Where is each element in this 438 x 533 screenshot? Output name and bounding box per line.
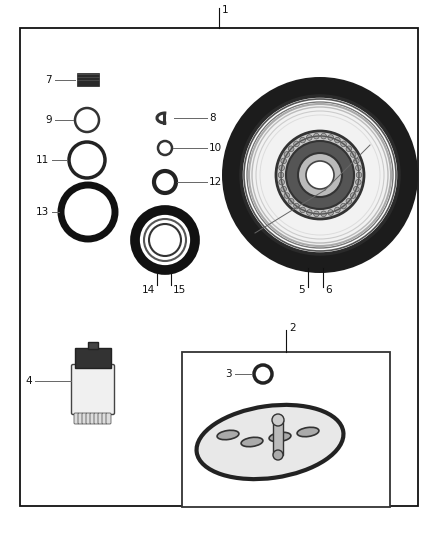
Text: 4: 4 [25, 376, 32, 386]
Circle shape [335, 138, 340, 143]
FancyBboxPatch shape [71, 365, 114, 415]
Circle shape [306, 161, 334, 189]
Bar [75, 348, 111, 368]
Ellipse shape [197, 405, 343, 479]
Text: 15: 15 [173, 285, 186, 295]
FancyBboxPatch shape [78, 413, 83, 424]
Circle shape [350, 152, 356, 157]
Circle shape [341, 141, 346, 147]
FancyBboxPatch shape [86, 413, 91, 424]
Ellipse shape [217, 430, 239, 440]
Circle shape [353, 158, 359, 164]
Circle shape [298, 153, 342, 197]
Text: 6: 6 [325, 285, 332, 295]
Circle shape [294, 141, 299, 147]
Text: 8: 8 [209, 113, 215, 123]
Circle shape [350, 193, 356, 198]
FancyBboxPatch shape [102, 413, 107, 424]
FancyBboxPatch shape [74, 413, 79, 424]
Text: 12: 12 [209, 177, 222, 187]
Circle shape [276, 131, 364, 219]
Text: 14: 14 [142, 285, 155, 295]
Circle shape [294, 203, 299, 209]
Circle shape [242, 97, 398, 253]
Text: 13: 13 [36, 207, 49, 217]
FancyBboxPatch shape [90, 413, 95, 424]
Circle shape [288, 198, 294, 204]
Circle shape [286, 141, 354, 209]
Circle shape [222, 77, 418, 273]
Text: 11: 11 [36, 155, 49, 165]
Circle shape [300, 207, 305, 213]
Circle shape [328, 135, 333, 140]
Circle shape [288, 146, 294, 151]
Circle shape [272, 414, 284, 426]
Circle shape [314, 211, 319, 216]
Circle shape [281, 187, 286, 192]
Text: 9: 9 [46, 115, 52, 125]
Circle shape [321, 211, 326, 216]
Circle shape [278, 172, 284, 178]
Circle shape [321, 133, 326, 139]
Text: 3: 3 [226, 369, 232, 379]
Text: 2: 2 [289, 323, 296, 333]
Bar [20, 28, 418, 506]
Bar [182, 352, 390, 507]
Circle shape [353, 187, 359, 192]
FancyBboxPatch shape [106, 413, 111, 424]
Circle shape [335, 207, 340, 213]
Text: 5: 5 [298, 285, 305, 295]
Ellipse shape [241, 437, 263, 447]
Circle shape [284, 152, 290, 157]
Circle shape [341, 203, 346, 209]
Bar [77, 73, 99, 86]
Circle shape [279, 180, 284, 185]
Ellipse shape [269, 432, 291, 442]
Bar [88, 342, 98, 349]
Circle shape [356, 172, 362, 178]
Circle shape [307, 135, 312, 140]
FancyBboxPatch shape [94, 413, 99, 424]
Text: 7: 7 [46, 75, 52, 85]
Ellipse shape [297, 427, 319, 437]
Circle shape [356, 180, 361, 185]
Circle shape [346, 146, 352, 151]
Circle shape [248, 103, 392, 247]
Bar [273, 420, 283, 455]
Circle shape [284, 193, 290, 198]
Circle shape [281, 158, 286, 164]
Text: 10: 10 [209, 143, 222, 153]
Circle shape [356, 165, 361, 171]
Text: 1: 1 [222, 5, 229, 15]
Circle shape [279, 165, 284, 171]
FancyBboxPatch shape [98, 413, 103, 424]
FancyBboxPatch shape [82, 413, 87, 424]
Circle shape [300, 138, 305, 143]
Circle shape [328, 209, 333, 215]
Circle shape [307, 209, 312, 215]
Circle shape [314, 133, 319, 139]
Circle shape [273, 450, 283, 460]
Circle shape [346, 198, 352, 204]
